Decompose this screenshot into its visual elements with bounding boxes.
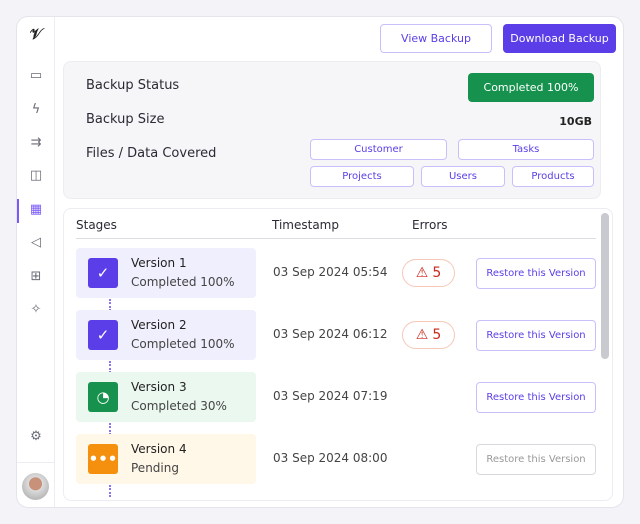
stage-card: ◔ Version 3 Completed 30% [76, 372, 256, 422]
megaphone-icon[interactable]: ◁ [31, 235, 41, 250]
timeline-connector [109, 485, 111, 497]
version-name: Version 1 [131, 256, 187, 270]
logo-icon[interactable]: 𝒱 [29, 25, 43, 43]
backup-status-card: Backup Status Completed 100% Backup Size… [63, 61, 601, 199]
header-timestamp: Timestamp [272, 218, 339, 232]
stage-card: ••• Version 4 Pending [76, 434, 256, 484]
files-covered-label: Files / Data Covered [86, 146, 217, 161]
chip-customer[interactable]: Customer [310, 139, 447, 160]
timestamp: 03 Sep 2024 08:00 [273, 451, 388, 465]
backup-size-label: Backup Size [86, 112, 165, 127]
more-icon: ••• [88, 444, 118, 474]
gear-icon[interactable]: ⚙ [30, 429, 42, 444]
version-name: Version 3 [131, 380, 187, 394]
timeline-connector [109, 299, 111, 311]
restore-version-button[interactable]: Restore this Version [476, 320, 596, 351]
warning-icon: ⚠ [415, 265, 429, 281]
backup-size-value: 10GB [559, 115, 592, 128]
backup-status-label: Backup Status [86, 78, 180, 93]
grid-icon[interactable]: ▦ [29, 202, 43, 217]
errors-badge[interactable]: ⚠ 5 [402, 259, 455, 287]
sidebar: 𝒱 ▭ ϟ ⇉ ◫ ▦ ◁ ⊞ ✧ ⚙ [17, 17, 55, 507]
warning-icon: ⚠ [415, 327, 429, 343]
status-badge: Completed 100% [468, 73, 594, 102]
version-status: Pending [131, 461, 179, 475]
check-icon: ✓ [88, 320, 118, 350]
stage-card: ✓ Version 1 Completed 100% [76, 248, 256, 298]
chip-products[interactable]: Products [512, 166, 594, 187]
table-icon[interactable]: ⊞ [30, 269, 42, 284]
timestamp: 03 Sep 2024 05:54 [273, 265, 388, 279]
version-status: Completed 30% [131, 399, 227, 413]
layout-icon[interactable]: ◫ [29, 168, 43, 183]
chip-projects[interactable]: Projects [310, 166, 414, 187]
app-window: 𝒱 ▭ ϟ ⇉ ◫ ▦ ◁ ⊞ ✧ ⚙ View Backup Download… [16, 16, 624, 508]
version-name: Version 2 [131, 318, 187, 332]
pie-chart-icon: ◔ [88, 382, 118, 412]
arrows-icon[interactable]: ⇉ [30, 135, 42, 150]
timeline-connector [109, 423, 111, 435]
timestamp: 03 Sep 2024 06:12 [273, 327, 388, 341]
avatar[interactable] [22, 473, 49, 500]
chip-tasks[interactable]: Tasks [458, 139, 594, 160]
sparkles-icon[interactable]: ✧ [30, 302, 42, 317]
version-status: Completed 100% [131, 275, 235, 289]
archive-icon[interactable]: ▭ [29, 68, 43, 83]
errors-badge[interactable]: ⚠ 5 [402, 321, 455, 349]
error-count: 5 [432, 265, 442, 281]
check-icon: ✓ [88, 258, 118, 288]
scrollbar[interactable] [601, 213, 609, 359]
restore-version-button[interactable]: Restore this Version [476, 382, 596, 413]
divider [76, 238, 596, 239]
timeline-connector [109, 361, 111, 373]
divider [17, 462, 55, 463]
lightning-icon[interactable]: ϟ [31, 102, 41, 117]
version-status: Completed 100% [131, 337, 235, 351]
version-name: Version 4 [131, 442, 187, 456]
download-backup-button[interactable]: Download Backup [503, 24, 616, 53]
active-indicator [17, 199, 19, 223]
header-errors: Errors [412, 218, 448, 232]
restore-version-button[interactable]: Restore this Version [476, 258, 596, 289]
error-count: 5 [432, 327, 442, 343]
versions-table: Stages Timestamp Errors ✓ Version 1 Comp… [63, 208, 613, 501]
timestamp: 03 Sep 2024 07:19 [273, 389, 388, 403]
stage-card: ✓ Version 2 Completed 100% [76, 310, 256, 360]
chip-users[interactable]: Users [421, 166, 505, 187]
header-stages: Stages [76, 218, 117, 232]
restore-version-button[interactable]: Restore this Version [476, 444, 596, 475]
view-backup-button[interactable]: View Backup [380, 24, 492, 53]
